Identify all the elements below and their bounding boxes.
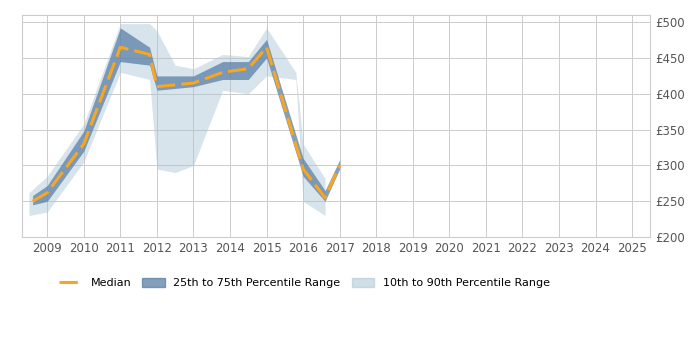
Legend: Median, 25th to 75th Percentile Range, 10th to 90th Percentile Range: Median, 25th to 75th Percentile Range, 1… (54, 272, 555, 294)
